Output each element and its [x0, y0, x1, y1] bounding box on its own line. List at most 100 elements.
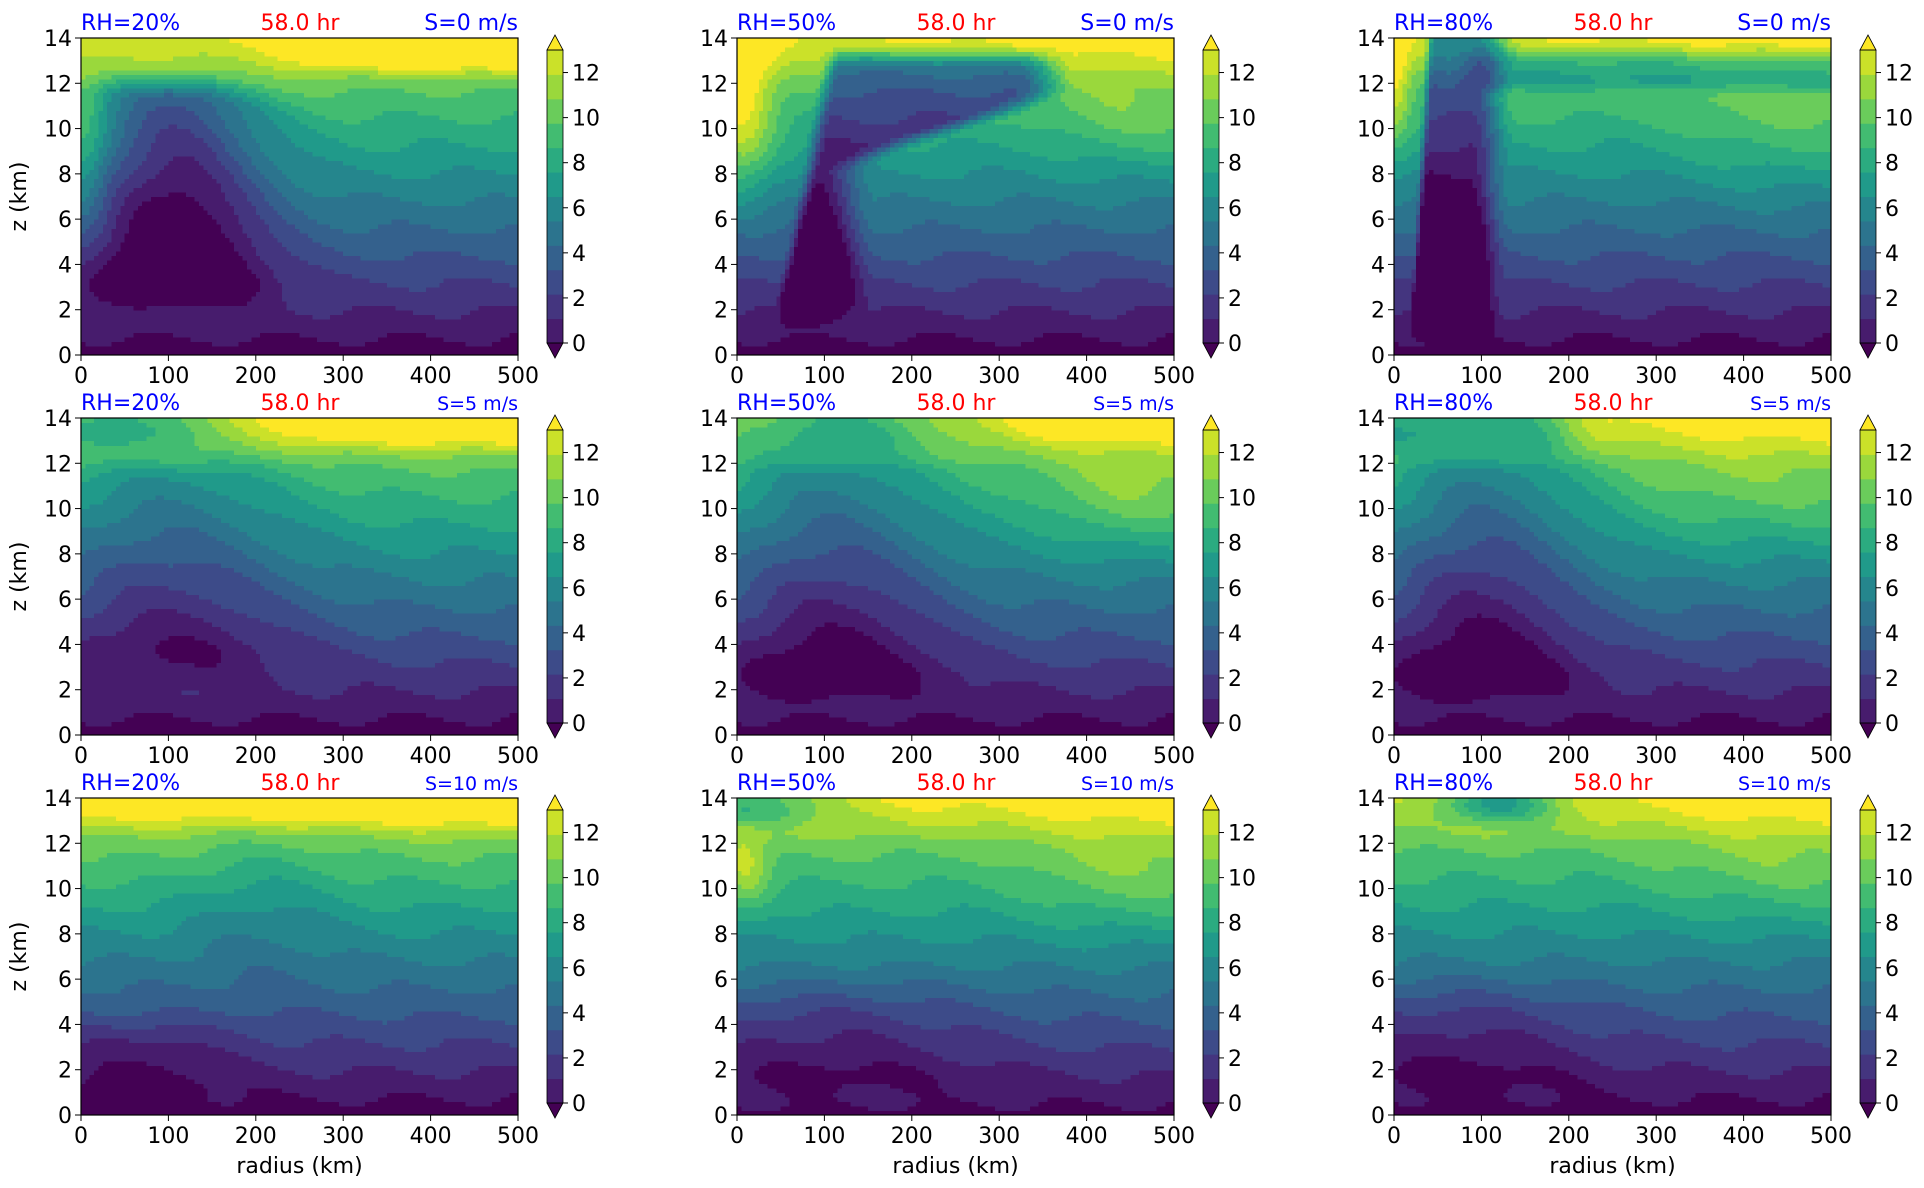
contour-cell	[1047, 816, 1092, 822]
contour-cell	[1743, 603, 1823, 609]
contour-cell	[1394, 350, 1832, 356]
contour-cell	[986, 110, 996, 116]
contour-cell	[881, 255, 935, 261]
contour-cell	[802, 182, 808, 189]
contour-cell	[828, 694, 891, 700]
colorbar-swatch	[547, 834, 563, 860]
contour-cell	[111, 92, 130, 98]
contour-cell	[741, 667, 917, 673]
colorbar-extend-max	[1202, 34, 1220, 51]
y-tick-label: 6	[1371, 588, 1385, 613]
contour-cell	[1503, 1092, 1561, 1098]
contour-cell	[981, 617, 1175, 623]
contour-cell	[1428, 105, 1482, 112]
contour-cell	[255, 829, 414, 835]
contour-cell	[916, 467, 948, 473]
contour-cell	[920, 581, 952, 587]
contour-cell	[1546, 436, 1566, 442]
contour-cell	[268, 201, 292, 207]
contour-cell	[1660, 630, 1727, 636]
contour-cell	[737, 119, 747, 125]
contour-cell	[1394, 110, 1404, 116]
contour-cell	[220, 648, 257, 655]
contour-cell	[207, 142, 226, 148]
contour-cell	[1490, 694, 1749, 700]
contour-cell	[1424, 146, 1461, 152]
contour-cell	[290, 101, 519, 107]
contour-cell	[737, 1078, 760, 1084]
contour-cell	[841, 210, 847, 216]
contour-cell	[1503, 83, 1513, 89]
contour-cell	[758, 87, 764, 93]
contour-cell	[955, 712, 1044, 718]
contour-cell	[102, 96, 113, 102]
contour-cell	[1608, 979, 1710, 985]
contour-cell	[81, 847, 209, 853]
contour-cell	[290, 626, 349, 632]
contour-cell	[102, 906, 148, 912]
contour-cell	[907, 716, 974, 723]
contour-cell	[107, 522, 231, 528]
contour-cell	[216, 870, 322, 876]
contour-cell	[1394, 707, 1832, 713]
contour-cell	[868, 142, 882, 148]
contour-cell	[1511, 1083, 1544, 1089]
contour-cell	[1529, 309, 1600, 315]
contour-cell	[233, 1101, 340, 1107]
contour-cell	[229, 418, 257, 424]
colorbar-swatch	[1860, 430, 1876, 455]
contour-cell	[1125, 105, 1175, 112]
contour-cell	[1455, 517, 1517, 523]
contour-cell	[1651, 721, 1679, 727]
x-tick-label: 500	[497, 364, 539, 389]
contour-cell	[1034, 259, 1048, 266]
contour-cell	[1761, 608, 1815, 614]
contour-cell	[347, 74, 371, 80]
contour-cell	[251, 535, 344, 541]
colorbar-swatch	[547, 1078, 563, 1104]
contour-cell	[89, 128, 100, 134]
contour-cell	[225, 124, 248, 130]
contour-cell	[1730, 540, 1815, 546]
contour-cell	[378, 223, 432, 229]
contour-cell	[737, 658, 751, 664]
contour-cell	[1099, 1078, 1123, 1084]
contour-cell	[1394, 585, 1404, 591]
contour-cell	[404, 1015, 480, 1021]
contour-cell	[907, 603, 957, 609]
contour-cell	[351, 1065, 397, 1071]
contour-cell	[1420, 648, 1544, 655]
contour-cell	[1494, 124, 1500, 130]
contour-cell	[1595, 472, 1631, 478]
contour-cell	[737, 852, 751, 858]
colorbar-swatch	[1203, 907, 1219, 933]
contour-cell	[820, 133, 825, 139]
contour-cell	[233, 178, 253, 184]
contour-cell	[1608, 680, 1675, 686]
colorbar-swatch	[1203, 810, 1219, 835]
contour-cell	[1424, 481, 1456, 487]
contour-cell	[1394, 997, 1531, 1003]
contour-cell	[1073, 83, 1175, 89]
contour-cell	[81, 481, 121, 487]
contour-cell	[1761, 988, 1815, 994]
contour-cell	[155, 431, 196, 437]
contour-cell	[1503, 214, 1832, 220]
contour-cell	[1165, 282, 1175, 288]
contour-cell	[1433, 42, 1487, 48]
contour-cell	[1428, 137, 1482, 143]
contour-cell	[894, 721, 996, 727]
contour-cell	[1564, 535, 1618, 541]
contour-cell	[1411, 287, 1417, 293]
contour-cell	[785, 259, 791, 266]
y-tick-label: 2	[58, 1059, 72, 1084]
contour-cell	[1564, 259, 1579, 266]
contour-cell	[194, 431, 222, 437]
contour-cell	[1073, 51, 1079, 57]
contour-cell	[737, 956, 1175, 962]
contour-cell	[833, 187, 843, 193]
contour-cell	[81, 1078, 86, 1084]
contour-cell	[233, 87, 257, 93]
contour-cell	[465, 201, 519, 207]
contour-cell	[737, 232, 747, 238]
